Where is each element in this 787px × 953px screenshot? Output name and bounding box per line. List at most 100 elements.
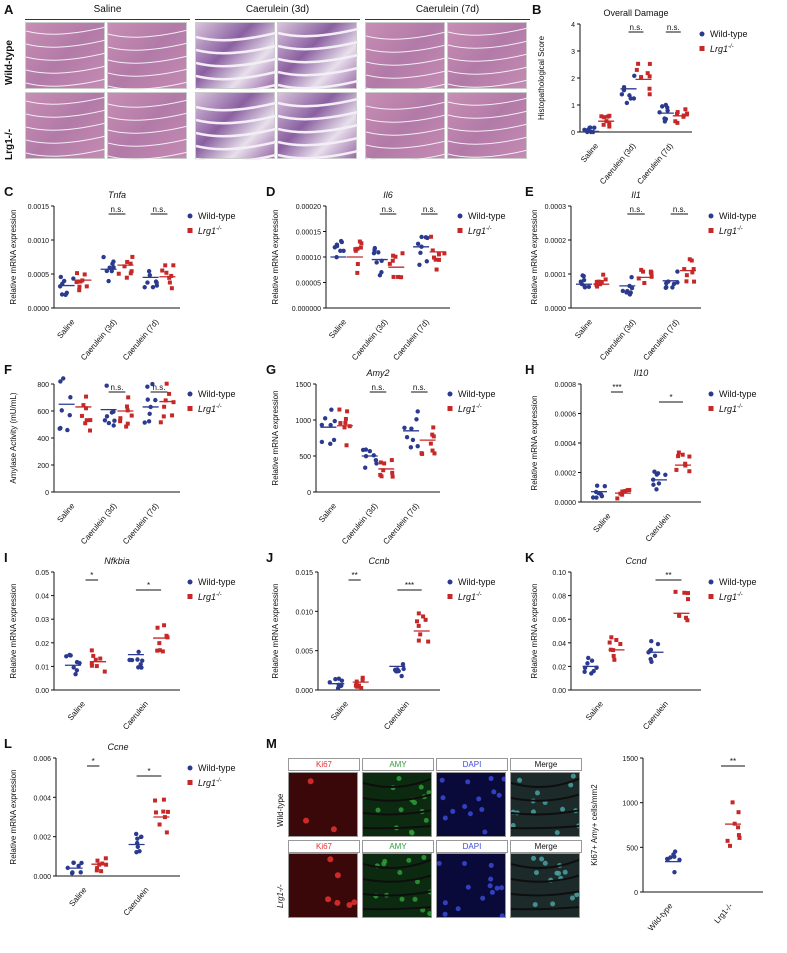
data-point xyxy=(102,669,107,674)
data-point xyxy=(118,416,123,421)
data-point xyxy=(355,270,360,275)
x-tick-label: Caerulein (3d) xyxy=(350,317,390,362)
data-point xyxy=(683,107,688,112)
data-point xyxy=(58,379,63,384)
y-tick-label: 0.0008 xyxy=(555,382,577,389)
data-point xyxy=(153,810,158,815)
y-tick-label: 0.00 xyxy=(35,688,49,695)
data-point xyxy=(668,855,673,860)
data-point xyxy=(580,273,585,278)
data-point xyxy=(618,642,623,647)
significance-label: n.s. xyxy=(382,205,395,214)
data-point xyxy=(103,856,108,861)
data-point xyxy=(692,279,697,284)
significance-label: n.s. xyxy=(667,23,680,32)
data-point xyxy=(157,641,162,646)
y-tick-label: 0.0005 xyxy=(28,272,50,279)
data-point xyxy=(615,496,620,501)
data-point xyxy=(112,418,117,423)
legend-wild-type: Wild-type xyxy=(198,389,236,399)
data-point xyxy=(657,110,662,115)
data-point xyxy=(60,281,65,286)
chart-k: Ccnd 0.00 0.02 0.04 0.06 0.08 0.10 Relative mRN… xyxy=(530,556,757,732)
data-point xyxy=(362,465,368,470)
data-point xyxy=(150,381,155,387)
data-point xyxy=(100,861,105,866)
data-point xyxy=(124,424,129,429)
y-tick-label: 0 xyxy=(45,490,49,497)
data-point xyxy=(408,445,414,450)
data-point xyxy=(67,413,72,418)
x-tick-label: Saline xyxy=(591,511,613,534)
data-point xyxy=(431,255,436,260)
legend-lrg1: Lrg1-/- xyxy=(719,404,743,414)
x-tick-label: Caerulein (3d) xyxy=(598,141,638,186)
data-point xyxy=(345,409,350,414)
data-point xyxy=(145,280,150,285)
y-tick-label: 3 xyxy=(571,49,575,56)
data-point xyxy=(165,809,170,814)
he-image xyxy=(195,22,277,94)
chart-h: Il10 0.0000 0.0002 0.0004 0.0006 0.0008 Relati… xyxy=(530,368,757,544)
data-point xyxy=(672,869,677,875)
data-point xyxy=(736,825,741,830)
y-tick-label: 800 xyxy=(37,382,49,389)
y-tick-label: 1000 xyxy=(295,418,311,425)
data-point xyxy=(632,73,637,79)
data-point xyxy=(393,668,398,674)
y-axis-label: Relative mRNA expression xyxy=(530,583,539,678)
channel-label: DAPI xyxy=(436,840,508,853)
he-image xyxy=(107,22,189,90)
data-point xyxy=(414,417,419,422)
he-image xyxy=(365,92,447,162)
data-point xyxy=(659,104,665,109)
legend-lrg1: Lrg1-/- xyxy=(198,404,222,414)
header-caerulein-7d: Caerulein (7d) xyxy=(415,4,480,15)
chart-title: Il6 xyxy=(383,190,393,200)
data-point xyxy=(595,284,600,289)
data-point xyxy=(89,661,94,666)
data-point xyxy=(436,257,441,262)
data-point xyxy=(343,420,348,425)
fluorescence-image xyxy=(362,772,432,837)
y-tick-label: 500 xyxy=(299,454,311,461)
panel-letter-b: B xyxy=(532,2,542,17)
data-point xyxy=(125,259,130,264)
data-point xyxy=(74,280,79,285)
row-label-lrg1: Lrg1-/- xyxy=(4,128,15,160)
data-point xyxy=(135,657,140,662)
data-point xyxy=(596,279,601,284)
significance-label: * xyxy=(669,393,672,402)
data-point xyxy=(684,273,689,278)
data-point xyxy=(418,632,423,637)
data-point xyxy=(84,418,89,423)
y-tick-label: 0 xyxy=(307,490,311,497)
data-point xyxy=(602,483,608,489)
data-point xyxy=(94,664,99,669)
data-point xyxy=(399,673,404,679)
x-tick-label: Caerulein xyxy=(122,886,151,918)
y-tick-label: 0.0000 xyxy=(555,500,577,507)
legend-lrg1: Lrg1-/- xyxy=(198,592,222,602)
channel-label: Merge xyxy=(510,840,582,853)
data-point xyxy=(359,241,364,246)
data-point xyxy=(91,653,96,658)
data-point xyxy=(416,611,421,616)
data-point xyxy=(601,115,606,120)
data-point xyxy=(169,286,174,291)
data-point xyxy=(161,414,166,419)
data-point xyxy=(423,617,428,622)
x-tick-label: Saline xyxy=(66,699,88,722)
significance-label: n.s. xyxy=(673,205,686,214)
x-tick-label: Caerulein (7d) xyxy=(381,501,421,546)
data-point xyxy=(155,625,160,630)
y-tick-label: 1 xyxy=(571,103,575,110)
significance-label: * xyxy=(92,757,95,766)
data-point xyxy=(730,800,735,805)
data-point xyxy=(656,481,662,486)
fluorescence-image xyxy=(436,853,506,918)
chart-f: 0 200 400 600 800 Amylase Activity (mU/mL) Sal… xyxy=(9,376,236,546)
y-tick-label: 0.02 xyxy=(552,664,566,671)
data-point xyxy=(109,268,114,274)
data-point xyxy=(89,663,94,668)
